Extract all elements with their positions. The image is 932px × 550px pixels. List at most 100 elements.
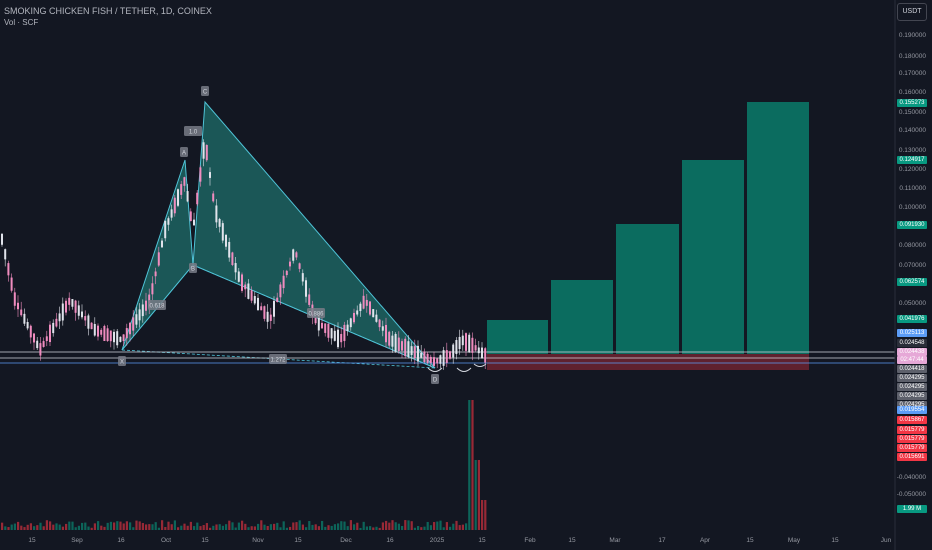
candle-body bbox=[372, 309, 375, 318]
volume-bar bbox=[77, 525, 80, 530]
volume-bar bbox=[385, 520, 388, 530]
volume-bar bbox=[42, 526, 45, 530]
volume-bar bbox=[253, 526, 256, 530]
volume-bar bbox=[407, 520, 410, 530]
volume-bar bbox=[225, 524, 228, 530]
candle-body bbox=[122, 334, 125, 342]
candle-body bbox=[205, 144, 208, 161]
candle-body bbox=[173, 197, 176, 214]
volume-bar bbox=[426, 521, 429, 530]
harmonic-pattern[interactable] bbox=[121, 100, 436, 369]
volume-bar bbox=[250, 526, 253, 530]
volume-bar bbox=[433, 522, 436, 530]
candle-body bbox=[285, 270, 288, 276]
volume-bar bbox=[234, 527, 237, 530]
candle-body bbox=[321, 322, 323, 329]
candle-body bbox=[314, 317, 317, 324]
volume-bar bbox=[205, 523, 208, 530]
candle-body bbox=[317, 315, 320, 331]
volume-bar bbox=[1, 522, 4, 530]
candle-body bbox=[45, 336, 48, 342]
candle-body bbox=[106, 328, 109, 342]
candle-body bbox=[465, 333, 467, 351]
candle-body bbox=[273, 300, 275, 317]
pattern-label-bg bbox=[189, 263, 197, 273]
candle-body bbox=[340, 333, 343, 343]
candle-body bbox=[433, 357, 435, 366]
candle-body bbox=[125, 328, 128, 339]
candle-body bbox=[164, 220, 167, 239]
volume-bar bbox=[410, 521, 413, 530]
volume-bar bbox=[135, 520, 138, 530]
volume-bar bbox=[445, 522, 448, 530]
price-tag: 0.015779 bbox=[897, 426, 927, 434]
candle-body bbox=[276, 297, 279, 302]
candle-body bbox=[308, 294, 311, 305]
volume-bar bbox=[337, 523, 340, 530]
volume-bar bbox=[247, 527, 250, 530]
candle-body bbox=[423, 351, 426, 363]
candle-body bbox=[404, 338, 407, 357]
volume-bar bbox=[330, 525, 333, 530]
volume-bar bbox=[7, 527, 10, 530]
candle-body bbox=[109, 330, 112, 342]
price-tag: 0.024295 bbox=[897, 392, 927, 400]
volume-bar bbox=[109, 521, 112, 530]
volume-bar bbox=[292, 522, 295, 530]
volume-bar bbox=[449, 526, 452, 530]
pattern-label: 0.886 bbox=[308, 312, 324, 318]
price-tick: 0.170000 bbox=[898, 70, 926, 77]
volume-bar bbox=[17, 521, 20, 530]
target-box-5 bbox=[747, 102, 809, 354]
currency-button[interactable]: USDT bbox=[897, 3, 927, 21]
price-tag: 0.015779 bbox=[897, 444, 927, 452]
candle-body bbox=[196, 192, 199, 205]
target-zones[interactable] bbox=[487, 102, 809, 370]
volume-indicator-label[interactable]: Vol · SCF bbox=[4, 18, 39, 27]
volume-bar bbox=[340, 521, 343, 530]
candle-body bbox=[7, 263, 10, 276]
candle-body bbox=[327, 323, 330, 338]
volume-bar bbox=[170, 524, 173, 530]
volume-bar bbox=[241, 520, 244, 530]
bottom-arc-3 bbox=[473, 363, 487, 367]
volume-bar bbox=[45, 520, 48, 530]
candle-body bbox=[215, 205, 218, 223]
volume-bar bbox=[212, 525, 215, 530]
volume-bar bbox=[132, 527, 135, 530]
volume-bar bbox=[103, 526, 106, 530]
volume-bar bbox=[282, 521, 285, 530]
candle-body bbox=[61, 303, 64, 321]
volume-bar bbox=[186, 525, 189, 530]
price-tag: 0.041976 bbox=[897, 315, 927, 323]
candle-body bbox=[468, 334, 471, 353]
candle-body bbox=[221, 223, 224, 241]
volume-bar bbox=[244, 523, 247, 530]
price-tick: 0.130000 bbox=[898, 147, 926, 154]
candle-body bbox=[74, 300, 77, 313]
candle-body bbox=[26, 322, 29, 329]
candle-body bbox=[337, 329, 339, 348]
candle-body bbox=[269, 314, 272, 321]
candle-body bbox=[202, 142, 205, 159]
volume-bar bbox=[55, 523, 58, 530]
candle-body bbox=[474, 345, 477, 351]
volume-bar bbox=[417, 526, 420, 530]
volume-bar bbox=[167, 521, 170, 530]
candle-body bbox=[58, 313, 61, 322]
candle-body bbox=[330, 328, 333, 339]
price-tag: 1.99 M bbox=[897, 505, 927, 513]
candle-body bbox=[218, 218, 221, 227]
candle-body bbox=[484, 348, 487, 363]
volume-bar bbox=[74, 527, 77, 530]
candle-body bbox=[378, 319, 381, 328]
volume-bar bbox=[180, 525, 183, 530]
candle-body bbox=[237, 271, 240, 282]
volume-bar bbox=[157, 527, 160, 530]
price-tag: 0.025113 bbox=[897, 329, 927, 337]
volume-bar bbox=[391, 520, 394, 530]
volume-bar bbox=[196, 522, 199, 530]
volume-bar bbox=[397, 523, 400, 530]
volume-bar bbox=[228, 520, 231, 530]
